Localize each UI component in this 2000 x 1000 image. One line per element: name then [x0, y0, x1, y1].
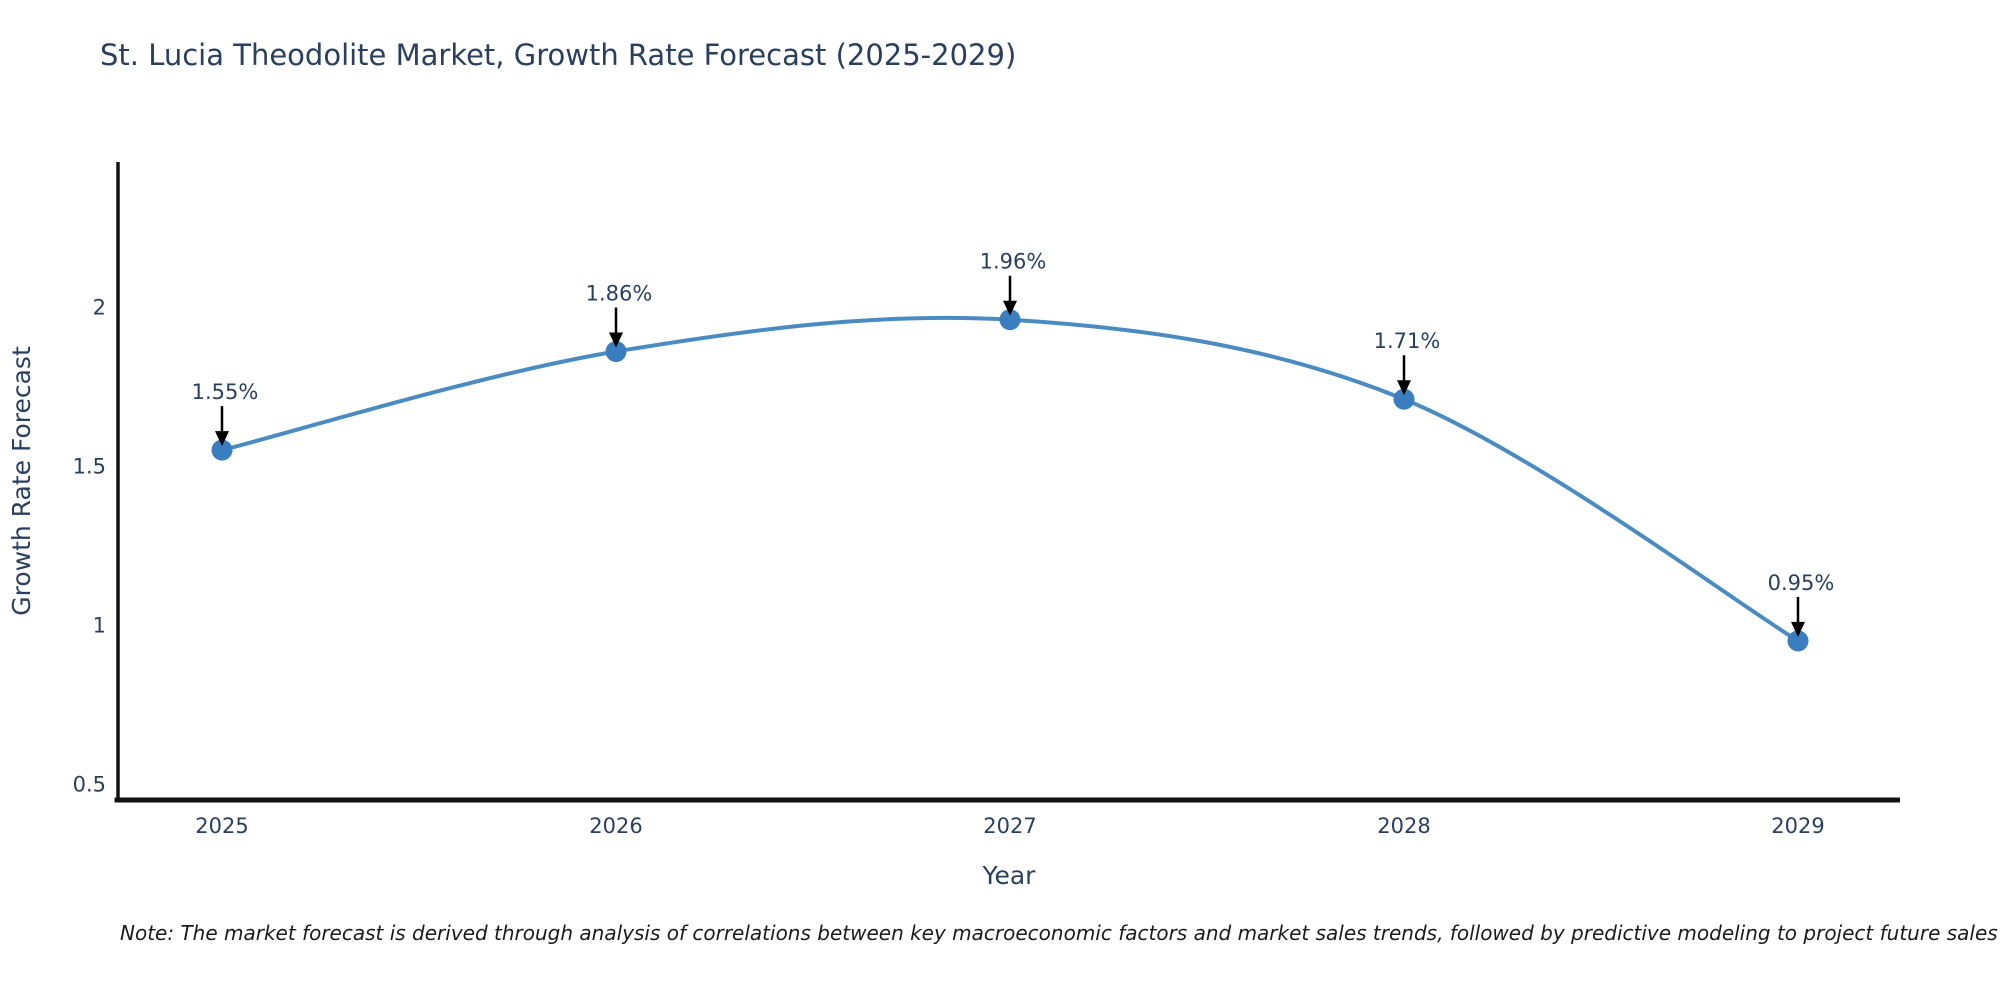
- data-point-label: 1.71%: [1374, 329, 1441, 353]
- y-tick-label: 1: [93, 614, 106, 638]
- annotation-arrowhead: [609, 332, 623, 348]
- data-point-marker: [605, 341, 627, 363]
- footnote: Note: The market forecast is derived thr…: [120, 921, 1998, 945]
- x-tick-label: 2025: [195, 814, 248, 838]
- annotation-arrowhead: [1397, 380, 1411, 396]
- annotation-arrowhead: [1791, 621, 1805, 637]
- chart-title: St. Lucia Theodolite Market, Growth Rate…: [100, 38, 1017, 72]
- data-point-label: 1.96%: [980, 250, 1047, 274]
- data-point-marker: [211, 439, 233, 461]
- data-point-marker: [999, 309, 1021, 331]
- data-point-marker: [1393, 388, 1415, 410]
- data-point-label: 1.55%: [192, 380, 259, 404]
- annotation-arrowhead: [215, 431, 229, 447]
- y-tick-label: 2: [93, 296, 106, 320]
- x-tick-label: 2027: [983, 814, 1036, 838]
- data-point-label: 1.86%: [586, 282, 653, 306]
- x-tick-label: 2026: [589, 814, 642, 838]
- y-tick-label: 0.5: [73, 773, 106, 797]
- x-axis-title: Year: [982, 861, 1037, 890]
- data-point-label: 0.95%: [1768, 571, 1835, 595]
- x-tick-label: 2029: [1771, 814, 1824, 838]
- annotation-arrowhead: [1003, 300, 1017, 316]
- forecast-line: [221, 315, 1800, 643]
- data-point-marker: [1787, 630, 1809, 652]
- y-axis-title: Growth Rate Forecast: [7, 346, 36, 616]
- y-tick-label: 1.5: [73, 455, 106, 479]
- x-tick-label: 2028: [1377, 814, 1430, 838]
